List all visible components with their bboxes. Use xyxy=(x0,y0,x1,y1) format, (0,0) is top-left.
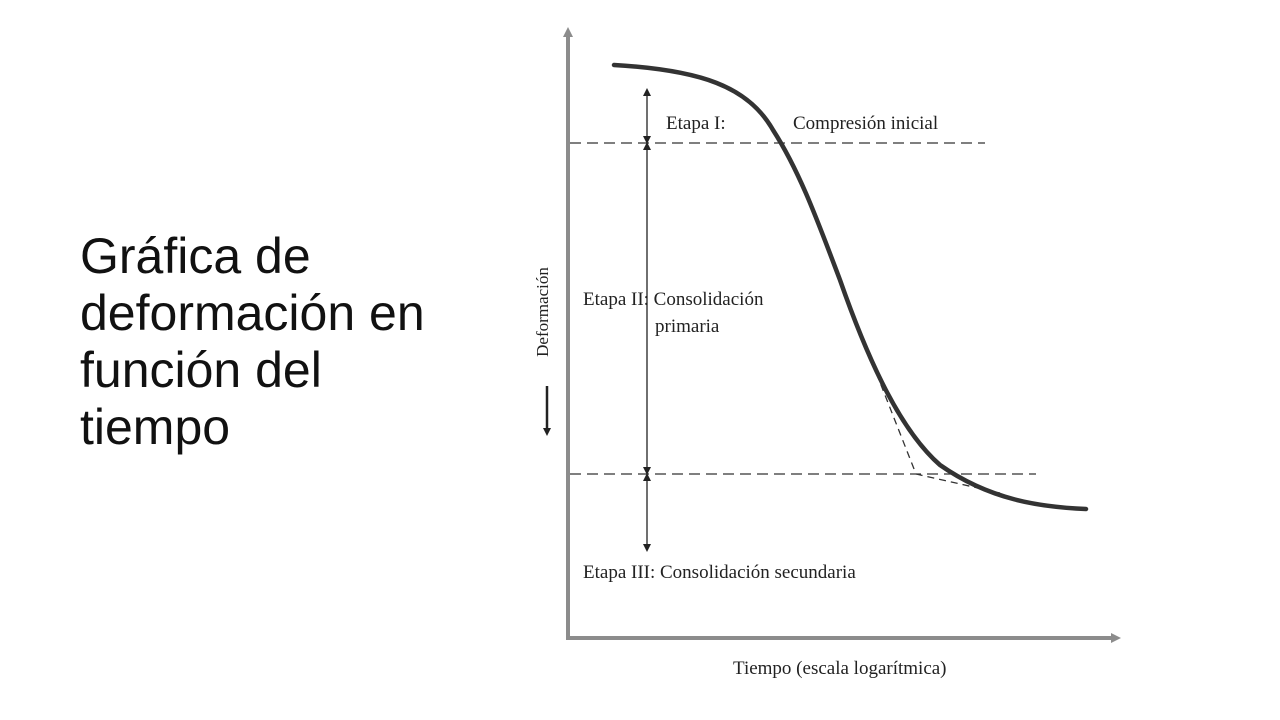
tangent-construction-lines xyxy=(871,361,1001,494)
slide-title-line-4: tiempo xyxy=(80,399,231,455)
stage3-label: Etapa III: Consolidación secundaria xyxy=(583,562,856,583)
stage2-label-line2: primaria xyxy=(655,316,720,337)
slide-title-line-2: deformación en xyxy=(80,285,425,341)
slide-title: Gráfica de deformación en función del ti… xyxy=(80,228,500,456)
consolidation-curve xyxy=(611,62,1089,512)
slide-title-line-1: Gráfica de xyxy=(80,228,311,284)
stage2-label: Etapa II: Consolidación xyxy=(583,289,764,310)
x-axis-label: Tiempo (escala logarítmica) xyxy=(733,658,947,679)
slide-title-line-3: función del xyxy=(80,342,322,398)
stage1-label: Etapa I: xyxy=(666,113,726,134)
stage1-description: Compresión inicial xyxy=(793,113,938,134)
y-axis-label: Deformación xyxy=(533,267,552,357)
